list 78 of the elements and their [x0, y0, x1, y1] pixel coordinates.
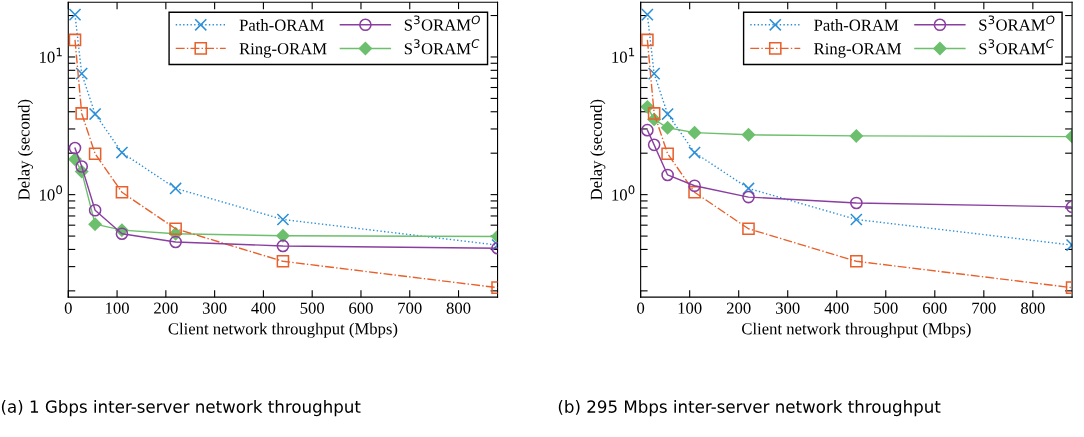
legend-label: Ring-ORAM	[239, 43, 327, 58]
point	[647, 107, 661, 120]
point	[115, 185, 129, 199]
point	[88, 107, 102, 121]
x-tick-label: 600	[923, 302, 947, 314]
x-tick-label: 800	[1020, 302, 1045, 314]
x-axis-title: Client network throughput (Mbps)	[168, 322, 398, 338]
point	[687, 125, 702, 140]
point	[276, 213, 290, 226]
x-tick-label: 500	[300, 302, 325, 314]
point	[647, 138, 661, 152]
point	[741, 128, 756, 142]
x-tick-label: 200	[726, 302, 751, 314]
x-tick-label: 400	[251, 302, 276, 314]
point	[115, 227, 129, 241]
point	[75, 67, 89, 80]
y-axis-title: Delay (second)	[590, 99, 606, 200]
point	[276, 239, 290, 253]
legend-label: S$^{3}$ORAM$^{C}$	[404, 39, 480, 55]
x-tick-label: 100	[106, 302, 129, 314]
y-tick-label: 10$^{1}$	[612, 47, 635, 63]
point	[88, 203, 102, 217]
legend-label: Path-ORAM	[239, 19, 324, 31]
point	[115, 146, 129, 159]
x-tick-label: 0	[64, 302, 72, 314]
point	[75, 160, 89, 173]
point	[849, 129, 864, 143]
point	[660, 121, 675, 135]
x-tick-label: 800	[446, 302, 471, 314]
x-tick-label: 500	[874, 302, 898, 314]
legend-label: S$^{3}$ORAM$^{O}$	[979, 15, 1055, 31]
point	[661, 168, 674, 182]
legend-label: S$^{3}$ORAM$^{C}$	[979, 39, 1054, 55]
legend-label: Path-ORAM	[814, 19, 899, 31]
x-tick-label: 0	[637, 302, 645, 314]
point	[661, 107, 674, 121]
y-tick-label: 10$^{1}$	[40, 47, 62, 63]
point	[68, 141, 82, 155]
x-tick-label: 700	[972, 302, 996, 314]
point	[276, 229, 290, 243]
legend-label: Ring-ORAM	[814, 43, 902, 58]
y-tick-label: 10$^{0}$	[612, 185, 635, 201]
point	[75, 107, 89, 120]
point	[688, 185, 701, 199]
point	[850, 213, 863, 226]
point	[742, 190, 755, 204]
point	[88, 147, 102, 161]
x-tick-label: 300	[776, 302, 800, 314]
point	[169, 182, 182, 195]
point	[688, 146, 701, 159]
x-tick-label: 200	[154, 302, 178, 314]
legend-label: S$^{3}$ORAM$^{O}$	[404, 15, 480, 31]
point	[88, 217, 102, 231]
point	[850, 254, 863, 268]
x-tick-label: 700	[398, 302, 422, 314]
y-axis-title: Delay (second)	[17, 99, 34, 200]
point	[647, 67, 661, 80]
x-tick-label: 300	[202, 302, 227, 314]
point	[169, 235, 182, 249]
x-axis-title: Client network throughput (Mbps)	[742, 322, 971, 338]
point	[742, 222, 755, 236]
point	[850, 196, 863, 210]
y-tick-label: 10$^{0}$	[40, 185, 63, 201]
point	[276, 254, 290, 268]
text: (a) 1 Gbps inter-server network throughput	[1, 400, 361, 417]
x-tick-label: 400	[824, 302, 849, 314]
x-tick-label: 600	[349, 302, 373, 314]
x-tick-label: 100	[678, 302, 702, 314]
point	[641, 33, 654, 47]
point	[742, 182, 755, 195]
point	[688, 179, 701, 193]
point	[169, 222, 182, 236]
point	[641, 8, 654, 21]
point	[641, 123, 654, 137]
point	[68, 8, 82, 21]
point	[661, 147, 674, 161]
text: (b) 295 Mbps inter-server network throughput	[558, 400, 941, 417]
point	[68, 33, 82, 47]
